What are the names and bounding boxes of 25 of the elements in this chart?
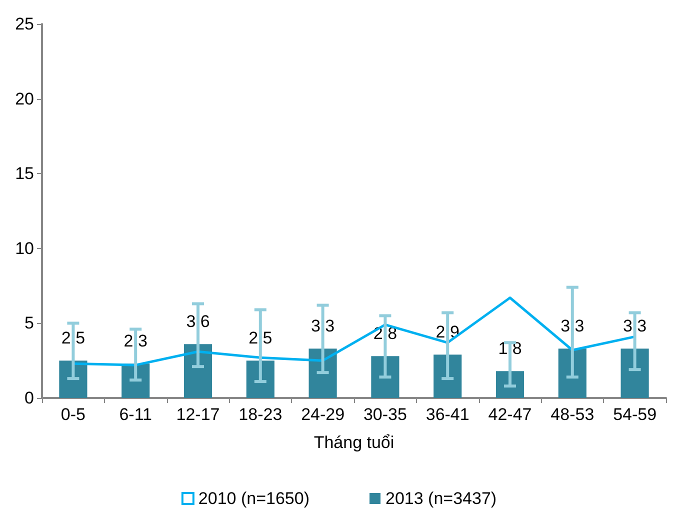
bar (371, 356, 400, 398)
bar (496, 371, 524, 398)
x-tick-label: 24-29 (301, 405, 345, 424)
y-tick-label: 25 (15, 14, 34, 34)
bar (246, 360, 274, 398)
x-tick-label: 48-53 (550, 405, 594, 424)
x-tick-label: 54-59 (613, 405, 657, 424)
y-tick-label: 15 (15, 164, 34, 184)
x-tick-label: 12-17 (176, 405, 220, 424)
legend-label: 2010 (n=1650) (198, 489, 310, 508)
x-tick-label: 18-23 (238, 405, 282, 424)
y-tick-label: 20 (15, 89, 34, 108)
x-tick-label: 30-35 (363, 405, 407, 424)
y-tick-label: 5 (24, 314, 34, 333)
y-tick-label: 10 (15, 238, 34, 258)
x-tick-label: 36-41 (426, 405, 470, 424)
x-tick-label: 6-11 (119, 405, 152, 424)
y-tick-label: 0 (24, 388, 34, 408)
x-tick-label: 0-5 (60, 405, 86, 424)
bar (620, 348, 649, 398)
x-tick-label: 42-47 (488, 405, 532, 424)
bar (434, 354, 462, 398)
legend-label: 2013 (n=3437) (386, 489, 497, 508)
bar (558, 348, 586, 398)
x-axis-title: Tháng tuổi (314, 433, 394, 452)
